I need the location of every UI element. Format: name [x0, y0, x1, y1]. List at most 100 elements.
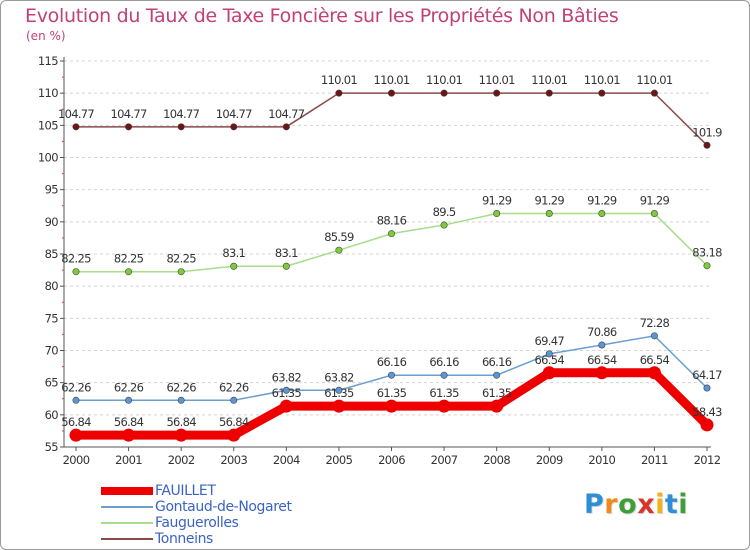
data-point [703, 384, 711, 392]
data-point [650, 332, 658, 340]
y-tick-label: 110 [38, 86, 58, 100]
data-label: 63.82 [272, 370, 302, 384]
data-label: 56.84 [61, 415, 91, 429]
y-tick-label: 95 [45, 183, 59, 197]
x-tick-label: 2007 [431, 453, 458, 467]
data-point [122, 428, 136, 442]
data-label: 62.26 [114, 380, 144, 394]
x-tick-label: 2001 [115, 453, 142, 467]
data-point [72, 268, 80, 276]
data-label: 110.01 [373, 73, 409, 87]
data-point [125, 123, 133, 131]
data-point [282, 386, 290, 394]
x-tick-label: 2009 [536, 453, 563, 467]
data-point [545, 210, 553, 218]
chart-title: Evolution du Taux de Taxe Foncière sur l… [25, 5, 619, 27]
data-label: 66.54 [535, 353, 565, 367]
data-label: 61.35 [377, 386, 407, 400]
data-label: 110.01 [321, 73, 357, 87]
y-tick-label: 105 [38, 118, 58, 132]
data-point [437, 399, 451, 413]
data-point [647, 366, 661, 380]
legend-label: Tonneins [155, 531, 213, 547]
data-point [493, 89, 501, 97]
data-point [387, 230, 395, 238]
y-tick-label: 90 [45, 215, 59, 229]
data-point [545, 350, 553, 358]
data-label: 66.54 [640, 353, 670, 367]
data-label: 56.84 [114, 415, 144, 429]
logo-letter: r [604, 489, 619, 520]
data-label: 104.77 [268, 107, 304, 121]
logo-letter: x [637, 489, 656, 520]
data-label: 62.26 [61, 380, 91, 394]
x-tick-label: 2002 [168, 453, 195, 467]
data-label: 101.9 [692, 125, 722, 139]
data-point [177, 396, 185, 404]
legend-label: Gontaud-de-Nogaret [155, 499, 292, 515]
data-point [335, 89, 343, 97]
data-point [545, 89, 553, 97]
x-tick-label: 2011 [641, 453, 668, 467]
data-point [595, 366, 609, 380]
data-label: 88.16 [377, 214, 407, 228]
x-tick-label: 2008 [483, 453, 510, 467]
data-label: 58.43 [692, 405, 722, 419]
data-point [177, 268, 185, 276]
data-label: 91.29 [535, 194, 565, 208]
x-tick-label: 2006 [378, 453, 405, 467]
data-point [387, 89, 395, 97]
data-label: 89.5 [433, 205, 456, 219]
logo-letter: i [655, 489, 665, 520]
data-label: 110.01 [636, 73, 672, 87]
logo-letter: P [584, 489, 605, 520]
data-label: 69.47 [535, 334, 565, 348]
data-label: 66.54 [587, 353, 617, 367]
data-label: 91.29 [587, 194, 617, 208]
data-point [703, 141, 711, 149]
x-tick-label: 2000 [63, 453, 90, 467]
data-label: 104.77 [216, 107, 252, 121]
data-label: 61.35 [272, 386, 302, 400]
data-point [493, 210, 501, 218]
data-label: 56.84 [219, 415, 249, 429]
data-label: 91.29 [640, 194, 670, 208]
x-tick-label: 2004 [273, 453, 300, 467]
data-label: 70.86 [587, 325, 617, 339]
data-point [230, 123, 238, 131]
data-label: 66.16 [377, 355, 407, 369]
y-tick-label: 60 [45, 408, 59, 422]
data-point [387, 371, 395, 379]
data-point [230, 396, 238, 404]
logo-letter: i [678, 489, 689, 520]
data-point [335, 386, 343, 394]
data-point [542, 366, 556, 380]
y-tick-label: 100 [38, 151, 58, 165]
x-tick-label: 2003 [220, 453, 247, 467]
legend-swatch [101, 522, 153, 524]
data-point [174, 428, 188, 442]
data-label: 83.18 [692, 246, 722, 260]
y-tick-label: 55 [45, 440, 59, 454]
legend-label: Fauguerolles [155, 515, 239, 531]
data-label: 64.17 [692, 368, 722, 382]
data-point [440, 89, 448, 97]
y-tick-label: 85 [45, 247, 59, 261]
data-label: 66.16 [429, 355, 459, 369]
y-tick-label: 75 [45, 311, 59, 325]
data-point [177, 123, 185, 131]
data-label: 91.29 [482, 194, 512, 208]
data-label: 61.35 [324, 386, 354, 400]
data-label: 82.25 [114, 252, 144, 266]
x-tick-label: 2005 [325, 453, 352, 467]
data-label: 56.84 [166, 415, 196, 429]
data-label: 62.26 [219, 380, 249, 394]
data-label: 104.77 [58, 107, 94, 121]
data-point [440, 221, 448, 229]
legend-swatch [101, 538, 153, 540]
data-label: 110.01 [426, 73, 462, 87]
data-point [700, 418, 714, 432]
data-label: 83.1 [222, 246, 245, 260]
data-point [598, 210, 606, 218]
